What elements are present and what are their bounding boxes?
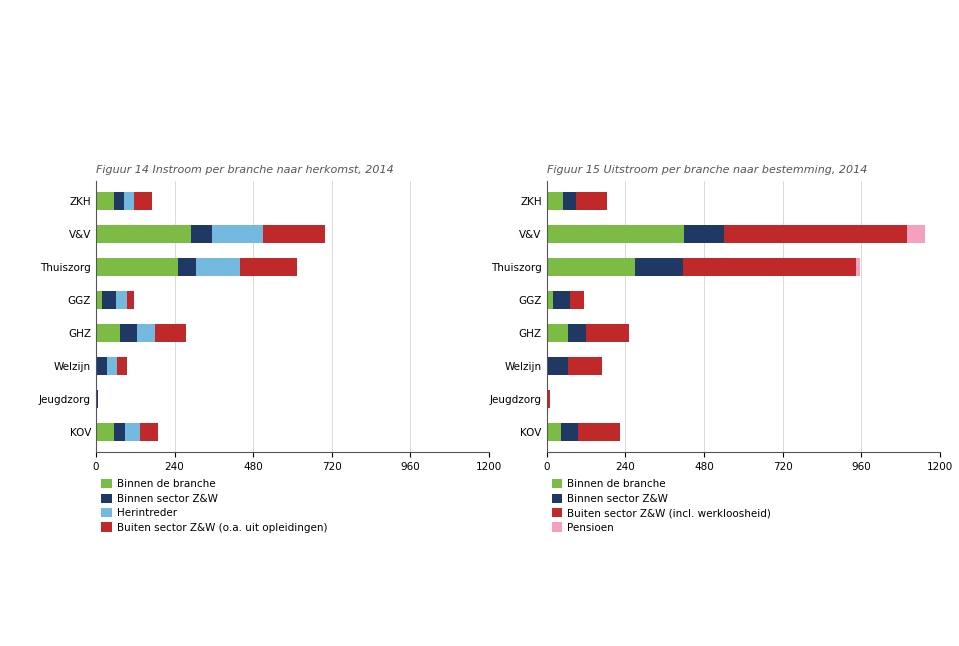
Bar [561,423,577,441]
Bar [121,324,137,342]
Bar [577,423,620,441]
Bar [568,357,602,375]
Bar [107,357,117,375]
Bar [124,192,133,210]
Legend: Binnen de branche, Binnen sector Z&W, Buiten sector Z&W (incl. werkloosheid), Pe: Binnen de branche, Binnen sector Z&W, Bu… [551,479,771,532]
Bar [856,258,859,276]
Bar [133,192,152,210]
Bar [547,225,685,243]
Bar [586,324,628,342]
Bar [212,225,263,243]
Bar [96,357,107,375]
Bar [117,357,127,375]
Bar [547,390,550,408]
Bar [96,192,114,210]
Bar [263,225,325,243]
Bar [547,258,635,276]
Bar [114,423,126,441]
Bar [724,225,907,243]
Bar [547,291,553,309]
Bar [96,291,103,309]
Bar [127,291,133,309]
Bar [240,258,297,276]
Bar [96,225,191,243]
Bar [116,291,127,309]
Legend: Binnen de branche, Binnen sector Z&W, Herintreder, Buiten sector Z&W (o.a. uit o: Binnen de branche, Binnen sector Z&W, He… [101,479,327,532]
Bar [683,258,856,276]
Bar [576,192,607,210]
Bar [96,390,98,408]
Text: Figuur 14 Instroom per branche naar herkomst, 2014: Figuur 14 Instroom per branche naar herk… [96,165,393,174]
Bar [196,258,240,276]
Bar [685,225,724,243]
Bar [547,423,561,441]
Bar [635,258,683,276]
Bar [126,423,140,441]
Bar [547,357,568,375]
Bar [96,258,177,276]
Bar [907,225,925,243]
Bar [570,291,584,309]
Bar [553,291,570,309]
Bar [114,192,124,210]
Bar [137,324,155,342]
Bar [96,423,114,441]
Bar [568,324,586,342]
Bar [155,324,186,342]
Bar [563,192,576,210]
Bar [547,192,563,210]
Bar [177,258,196,276]
Text: Figuur 15 Uitstroom per branche naar bestemming, 2014: Figuur 15 Uitstroom per branche naar bes… [547,165,867,174]
Bar [140,423,158,441]
Bar [547,324,568,342]
Bar [96,324,121,342]
Bar [103,291,116,309]
Bar [191,225,212,243]
